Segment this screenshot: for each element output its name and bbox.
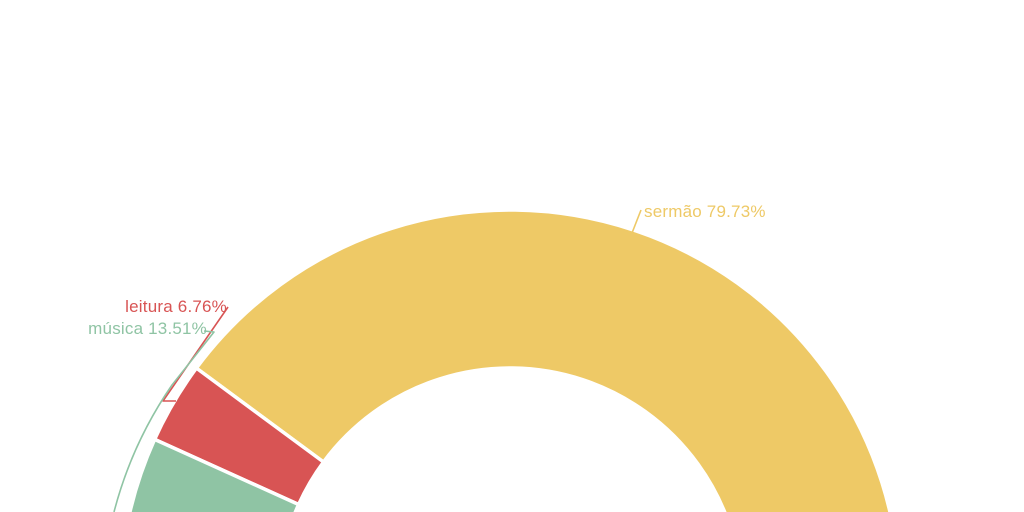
pie-slice-sermao[interactable] [194, 208, 900, 512]
label-line-sermao [631, 209, 642, 234]
slice-label-sermao: sermão 79.73% [644, 202, 766, 221]
label-line-leitura [162, 306, 229, 402]
slice-label-musica: música 13.51% [88, 319, 207, 338]
slice-label-leitura: leitura 6.76% [125, 297, 227, 316]
pie-slice-musica[interactable] [120, 437, 301, 512]
label-line-musica [113, 330, 215, 512]
pie-slice-leitura[interactable] [152, 366, 326, 507]
